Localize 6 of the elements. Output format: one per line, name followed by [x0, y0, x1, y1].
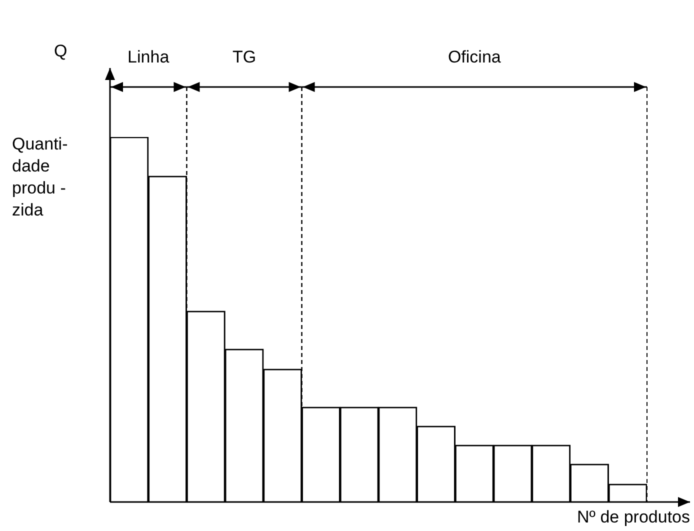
text: Oficina	[448, 48, 502, 67]
text: Linha	[128, 48, 170, 67]
text: Q	[54, 42, 68, 61]
x-axis-title: Nº de produtos	[577, 508, 690, 527]
text: TG	[232, 48, 256, 67]
text: Quanti- dade produ - zida	[12, 134, 68, 220]
